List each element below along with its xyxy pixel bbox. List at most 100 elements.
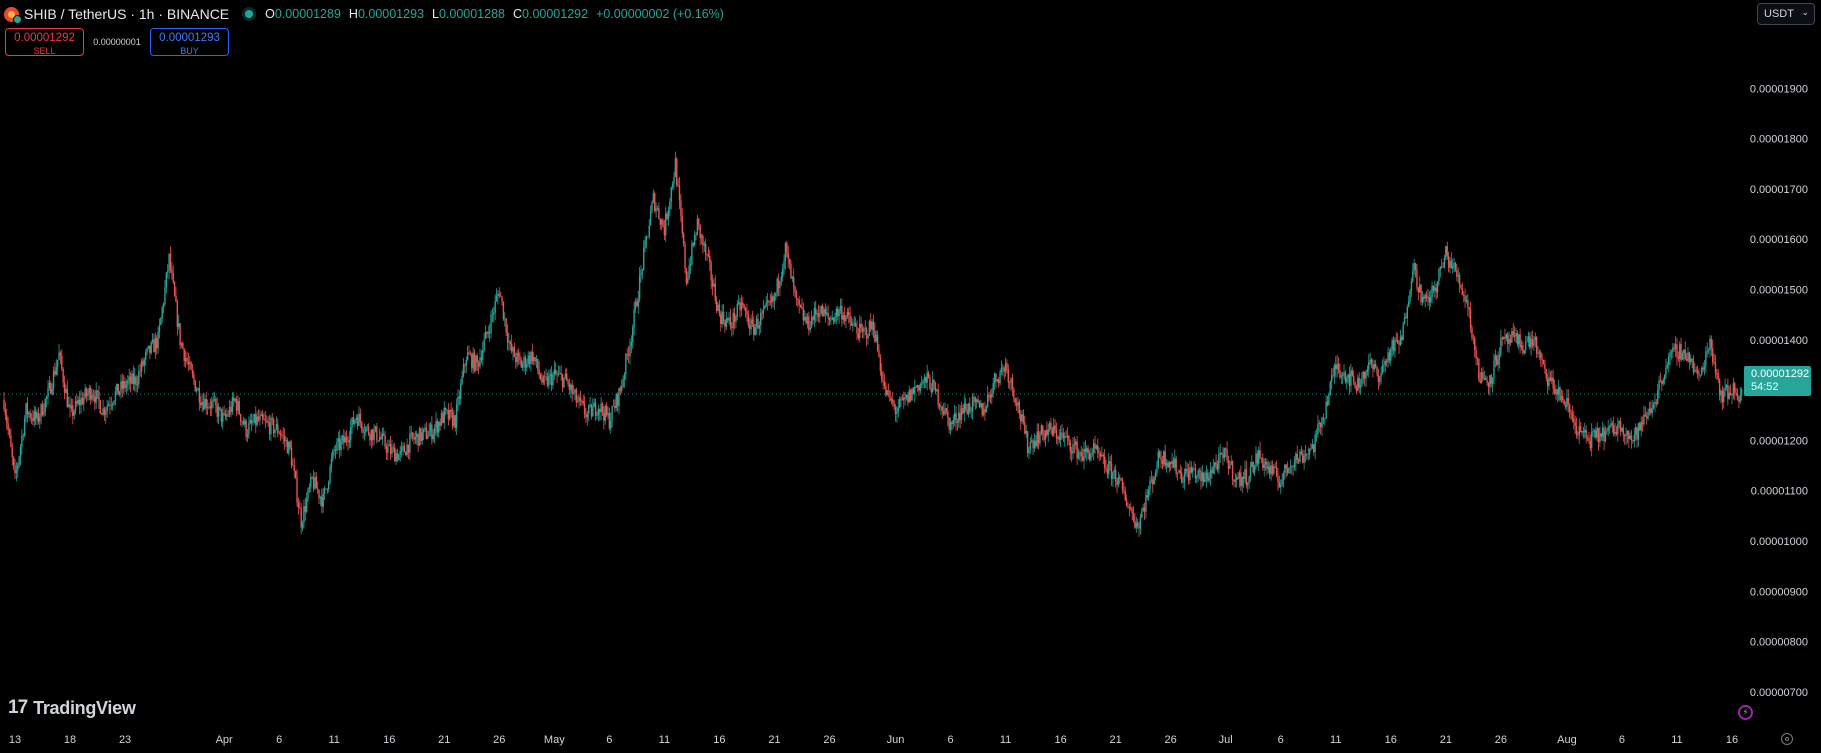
candle: [1659, 380, 1662, 382]
candle: [299, 507, 301, 509]
last-price-tag: 0.00001292 54:52: [1744, 366, 1811, 396]
candle: [1677, 356, 1680, 359]
candle: [209, 406, 212, 409]
candle: [1557, 386, 1560, 395]
candle: [1518, 334, 1520, 345]
candle: [764, 305, 766, 309]
close-value: 0.00001292: [522, 7, 589, 21]
candle: [223, 412, 225, 414]
candle: [1555, 389, 1557, 394]
candle: [1112, 471, 1114, 479]
candle: [898, 398, 901, 408]
candle: [1731, 395, 1733, 396]
candle: [859, 323, 861, 339]
candle: [589, 404, 591, 406]
symbol-title[interactable]: SHIB / TetherUS · 1h · BINANCE: [24, 6, 230, 22]
candle: [389, 444, 392, 454]
candle: [1626, 430, 1629, 436]
candle: [1105, 467, 1107, 470]
candle: [922, 380, 924, 384]
candle: [827, 312, 829, 318]
candle: [654, 193, 656, 212]
candle: [521, 363, 524, 368]
candle: [476, 355, 478, 363]
candle: [370, 429, 373, 441]
candle: [1434, 287, 1436, 291]
candle: [1398, 343, 1400, 345]
candle: [963, 403, 966, 414]
price-tick-label: 0.00000700: [1750, 687, 1808, 699]
sell-button[interactable]: 0.00001292 SELL: [5, 28, 84, 56]
candle: [132, 373, 135, 385]
candle: [1655, 402, 1658, 404]
candle: [1435, 287, 1437, 293]
currency-select[interactable]: USDT ⌄: [1757, 3, 1815, 25]
candle: [519, 355, 521, 361]
time-axis[interactable]: 13 18 23 Apr 6 11 16 21 26 May 6 11 16 21 26 Jun 6 11 16 21…: [9, 734, 1738, 746]
lightning-icon[interactable]: ⚡: [1738, 705, 1753, 720]
candle: [347, 440, 349, 443]
candle: [1472, 337, 1475, 339]
candle: [1502, 336, 1505, 340]
candle: [1496, 355, 1498, 365]
candle: [271, 418, 273, 420]
candle: [1588, 437, 1590, 441]
candle: [546, 376, 549, 386]
candle: [490, 314, 492, 334]
candle: [746, 311, 748, 315]
candle: [1106, 469, 1109, 475]
candle: [330, 459, 333, 467]
candle: [376, 426, 378, 441]
candle: [625, 354, 627, 375]
candle: [1705, 351, 1707, 366]
candle: [1513, 335, 1516, 337]
candle: [1282, 472, 1285, 480]
gear-icon[interactable]: [1781, 733, 1793, 745]
candle: [99, 400, 102, 414]
candle: [1727, 384, 1729, 399]
sell-price: 0.00001292: [14, 32, 75, 44]
candle: [761, 312, 763, 314]
candle: [118, 391, 121, 395]
candle: [1315, 434, 1318, 436]
candle: [1577, 435, 1579, 436]
candle: [283, 435, 286, 442]
candle: [1374, 363, 1377, 368]
candle: [356, 417, 359, 426]
candle: [947, 411, 949, 418]
candle: [1004, 363, 1007, 372]
candle: [1369, 359, 1371, 363]
candle: [601, 403, 604, 413]
candle: [3, 400, 5, 409]
candle: [1363, 371, 1366, 379]
candle: [565, 373, 568, 381]
candle: [88, 388, 90, 394]
candle: [744, 308, 747, 312]
candle: [52, 370, 55, 389]
candle: [1292, 466, 1294, 468]
candle: [1403, 317, 1406, 324]
candle: [692, 243, 694, 246]
candle: [171, 269, 173, 274]
candle: [498, 293, 500, 296]
candle: [1512, 331, 1514, 336]
candle: [678, 185, 681, 201]
candle: [710, 262, 712, 281]
candle: [695, 235, 697, 236]
candle: [1645, 416, 1648, 419]
candle: [1365, 371, 1367, 379]
tradingview-watermark[interactable]: 17 TradingView: [8, 697, 136, 719]
candle: [552, 374, 554, 386]
time-tick-label: Apr: [216, 734, 233, 746]
candle: [781, 268, 784, 277]
candle: [378, 437, 381, 441]
candle: [962, 408, 964, 414]
buy-button[interactable]: 0.00001293 BUY: [150, 28, 229, 56]
candle: [638, 275, 641, 300]
candle: [1029, 441, 1032, 449]
candle: [1186, 468, 1188, 471]
candle: [612, 405, 615, 407]
candle: [73, 411, 75, 416]
candle: [1009, 382, 1011, 383]
